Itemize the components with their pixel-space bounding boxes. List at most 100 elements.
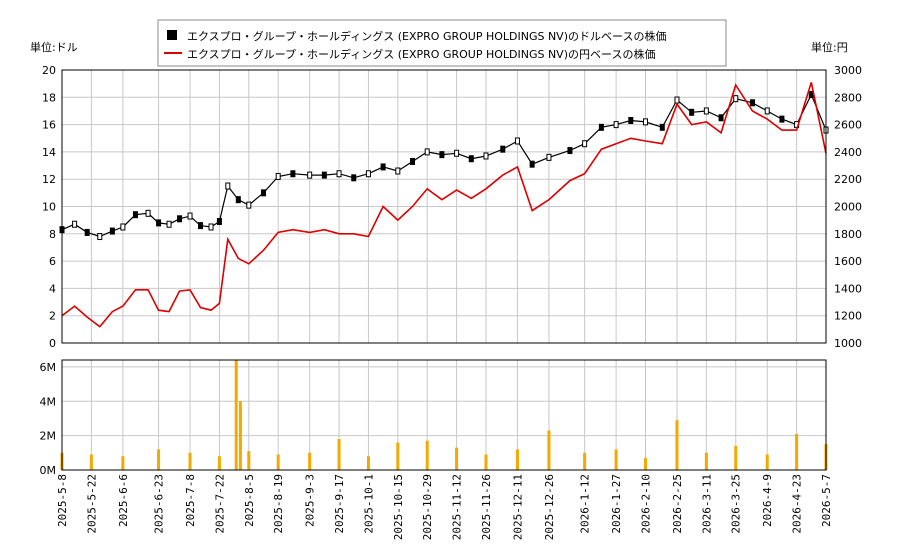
left-tick-label: 10 [42, 201, 56, 214]
x-tick-label: 2025-12-11 [511, 474, 524, 540]
volume-bar [795, 433, 799, 470]
axis-labels: 2025-5-8 2025-5-22 2025-6-6 2025-6-23 2025-7… [40, 64, 863, 540]
left-tick-label: 20 [42, 64, 56, 77]
right-tick-label: 1600 [834, 255, 862, 268]
usd-candle [689, 108, 695, 116]
usd-candle [410, 157, 416, 165]
left-tick-label: 12 [42, 173, 56, 186]
volume-bar [583, 452, 587, 470]
usd-candle [109, 227, 115, 235]
usd-candle [321, 171, 327, 179]
usd-candle [260, 189, 266, 197]
volume-bar [547, 430, 551, 470]
usd-candle [483, 152, 489, 160]
right-tick-label: 1200 [834, 310, 862, 323]
x-tick-label: 2026-1-12 [579, 474, 592, 534]
usd-candle [642, 118, 648, 126]
usd-candle [290, 170, 296, 178]
volume-bar [704, 452, 708, 470]
legend-usd-marker [167, 30, 177, 40]
legend-box [157, 19, 727, 67]
usd-candle [468, 155, 474, 163]
right-unit-label: 単位:円 [811, 40, 848, 54]
volume-bar [455, 447, 459, 470]
x-tick-label: 2025-6-23 [153, 474, 166, 534]
x-tick-label: 2025-6-6 [117, 474, 130, 527]
usd-candle [424, 148, 430, 156]
right-tick-label: 2400 [834, 146, 862, 159]
right-tick-label: 1400 [834, 282, 862, 295]
volume-bar [396, 442, 400, 470]
volume-bar [425, 440, 429, 470]
volume-bar [188, 452, 192, 470]
x-tick-label: 2026-3-11 [700, 474, 713, 534]
usd-candle [567, 147, 573, 155]
usd-candle [225, 182, 231, 190]
usd-candle [380, 163, 386, 171]
left-tick-label: 14 [42, 146, 56, 159]
x-tick-label: 2026-2-10 [639, 474, 652, 534]
x-tick-label: 2025-12-26 [543, 474, 556, 540]
usd-candle [120, 223, 126, 231]
volume-bar [234, 360, 238, 470]
volume-tick-label: 6M [40, 361, 57, 374]
x-tick-label: 2025-5-22 [85, 474, 98, 534]
legend-usd-label: エクスプロ・グループ・ホールディングス (EXPRO GROUP HOLDING… [187, 29, 666, 43]
left-tick-label: 8 [49, 228, 56, 241]
x-tick-label: 2025-9-3 [304, 474, 317, 527]
usd-candle [72, 220, 78, 228]
usd-candle [546, 153, 552, 161]
volume-bar [484, 454, 488, 470]
usd-candle [275, 172, 281, 180]
volume-bar [217, 456, 221, 470]
legend-jpy-label: エクスプロ・グループ・ホールディングス (EXPRO GROUP HOLDING… [187, 47, 655, 61]
volume-bar [276, 454, 280, 470]
volume-bar [734, 445, 738, 470]
usd-candle [500, 145, 506, 153]
usd-candle [84, 228, 90, 236]
volume-tick-label: 2M [40, 430, 57, 443]
price-series [59, 82, 829, 328]
volume-tick-label: 0M [40, 464, 57, 477]
legend: エクスプロ・グループ・ホールディングス (EXPRO GROUP HOLDING… [157, 19, 727, 67]
usd-candle [764, 107, 770, 115]
usd-candle [365, 170, 371, 178]
usd-candle [145, 209, 151, 217]
x-tick-label: 2025-11-26 [480, 474, 493, 540]
usd-candle [718, 114, 724, 122]
usd-candle [529, 160, 535, 168]
volume-bar [157, 449, 161, 470]
x-tick-label: 2026-4-9 [761, 474, 774, 527]
usd-candle [235, 196, 241, 204]
volume-bar [765, 454, 769, 470]
left-tick-label: 4 [49, 282, 56, 295]
usd-candle [659, 123, 665, 131]
right-tick-label: 1000 [834, 337, 862, 350]
right-tick-label: 2200 [834, 173, 862, 186]
usd-candle [336, 170, 342, 178]
volume-bar [121, 456, 125, 470]
left-unit-label: 単位:ドル [30, 40, 78, 54]
volume-bar [515, 449, 519, 470]
usd-candle [307, 171, 313, 179]
usd-candle [613, 121, 619, 129]
x-tick-label: 2026-5-7 [820, 474, 833, 527]
usd-candle [582, 140, 588, 148]
x-tick-label: 2025-5-8 [56, 474, 69, 527]
x-tick-label: 2025-8-5 [243, 474, 256, 527]
usd-candle [208, 223, 214, 231]
volume-bar [643, 457, 647, 470]
usd-candle [439, 151, 445, 159]
x-tick-label: 2026-2-25 [671, 474, 684, 534]
x-tick-label: 2025-9-17 [333, 474, 346, 534]
usd-candle [674, 96, 680, 104]
right-tick-label: 2000 [834, 201, 862, 214]
x-tick-label: 2025-8-19 [272, 474, 285, 534]
x-tick-label: 2025-10-1 [362, 474, 375, 534]
usd-candle [454, 149, 460, 157]
volume-bar [308, 452, 312, 470]
usd-candle [628, 117, 634, 125]
usd-candle [166, 220, 172, 228]
